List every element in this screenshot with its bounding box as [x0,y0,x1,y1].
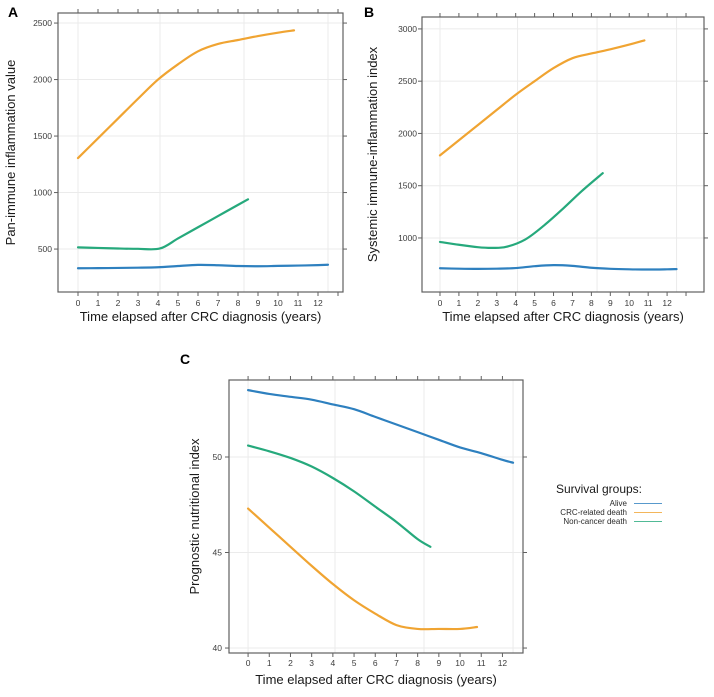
y-tick-label: 2000 [33,75,52,85]
x-tick-label: 9 [608,298,613,308]
series-line-non-cancer-death [438,172,604,250]
series-line-non-cancer-death [76,198,250,251]
x-tick-label: 8 [589,298,594,308]
x-tick-label: 7 [570,298,575,308]
x-tick-label: 3 [494,298,499,308]
x-tick-label: 4 [156,298,161,308]
x-tick-label: 12 [662,298,672,308]
y-tick-label: 1500 [33,131,52,141]
y-tick-label: 500 [38,244,52,254]
x-tick-label: 5 [352,658,357,668]
y-axis-title: Pan-immune inflammation value [3,60,18,246]
legend-label-non-cancer-death: Non-cancer death [563,517,627,526]
x-tick-label: 11 [644,298,653,308]
y-tick-label: 3000 [398,24,417,34]
x-tick-label: 11 [477,658,486,668]
x-tick-label: 5 [176,298,181,308]
x-tick-label: 7 [216,298,221,308]
x-tick-label: 6 [373,658,378,668]
x-tick-label: 7 [394,658,399,668]
x-tick-label: 4 [513,298,518,308]
legend-label-crc-related-death: CRC-related death [560,508,627,517]
x-tick-label: 11 [294,298,303,308]
x-tick-label: 10 [455,658,465,668]
panel-label-c: C [180,351,191,367]
y-tick-label: 2500 [398,76,417,86]
x-tick-label: 12 [498,658,508,668]
plot-frame [421,16,705,293]
y-tick-label: 45 [213,548,223,558]
x-tick-label: 3 [309,658,314,668]
legend-item-alive: Alive [536,499,662,508]
x-tick-label: 12 [313,298,323,308]
x-axis-title: Time elapsed after CRC diagnosis (years) [442,309,684,324]
y-tick-label: 2500 [33,18,52,28]
x-tick-label: 0 [246,658,251,668]
x-tick-label: 10 [625,298,635,308]
chart-panel-a: 0 1 2 3 4 5 6 7 8 9 10 11 125001000150020002500Time … [3,9,347,324]
x-tick-label: 2 [288,658,293,668]
y-tick-label: 1000 [398,233,417,243]
x-axis-title: Time elapsed after CRC diagnosis (years) [255,672,497,687]
legend-swatch-alive-line [634,502,662,505]
series-line-alive [76,263,330,270]
series-line-crc-related-death [246,507,479,631]
x-tick-label: 3 [136,298,141,308]
x-axis-title: Time elapsed after CRC diagnosis (years) [80,309,322,324]
plot-frame [228,379,524,654]
x-tick-label: 1 [96,298,101,308]
panel-label-b: B [364,4,375,20]
y-tick-label: 1500 [398,181,417,191]
y-tick-label: 2000 [398,128,417,138]
legend: Survival groups: Alive CRC-related death… [536,482,662,526]
y-axis-title: Prognostic nutritional index [187,438,202,595]
x-tick-label: 1 [457,298,462,308]
x-tick-label: 8 [236,298,241,308]
series-line-crc-related-death [438,39,646,157]
x-tick-label: 2 [116,298,121,308]
legend-swatch-non-cancer-death-line [634,520,662,523]
plot-frame [57,12,344,293]
legend-item-crc-related-death: CRC-related death [536,508,662,517]
y-tick-label: 50 [213,452,223,462]
x-tick-label: 6 [551,298,556,308]
x-tick-label: 2 [475,298,480,308]
legend-item-non-cancer-death: Non-cancer death [536,517,662,526]
y-tick-label: 1000 [33,188,52,198]
legend-title: Survival groups: [555,482,643,496]
series-line-alive [246,389,515,464]
x-tick-label: 6 [196,298,201,308]
x-tick-label: 9 [436,658,441,668]
x-tick-label: 1 [267,658,272,668]
legend-swatch-crc-related-death-line [634,511,662,514]
x-tick-label: 10 [273,298,283,308]
x-tick-label: 5 [532,298,537,308]
x-tick-label: 8 [415,658,420,668]
y-axis-title: Systemic immune-inflammation index [365,46,380,262]
legend-label-alive: Alive [609,499,627,508]
series-line-alive [438,264,678,271]
x-tick-label: 0 [76,298,81,308]
series-line-non-cancer-death [246,444,432,548]
x-tick-label: 0 [438,298,443,308]
series-line-crc-related-death [76,29,296,160]
chart-panel-b: 0 1 2 3 4 5 6 7 8 9 10 11 1210001500200025003000Time… [365,13,708,324]
x-tick-label: 4 [330,658,335,668]
x-tick-label: 9 [256,298,261,308]
panel-label-a: A [8,4,19,20]
y-tick-label: 40 [213,643,223,653]
